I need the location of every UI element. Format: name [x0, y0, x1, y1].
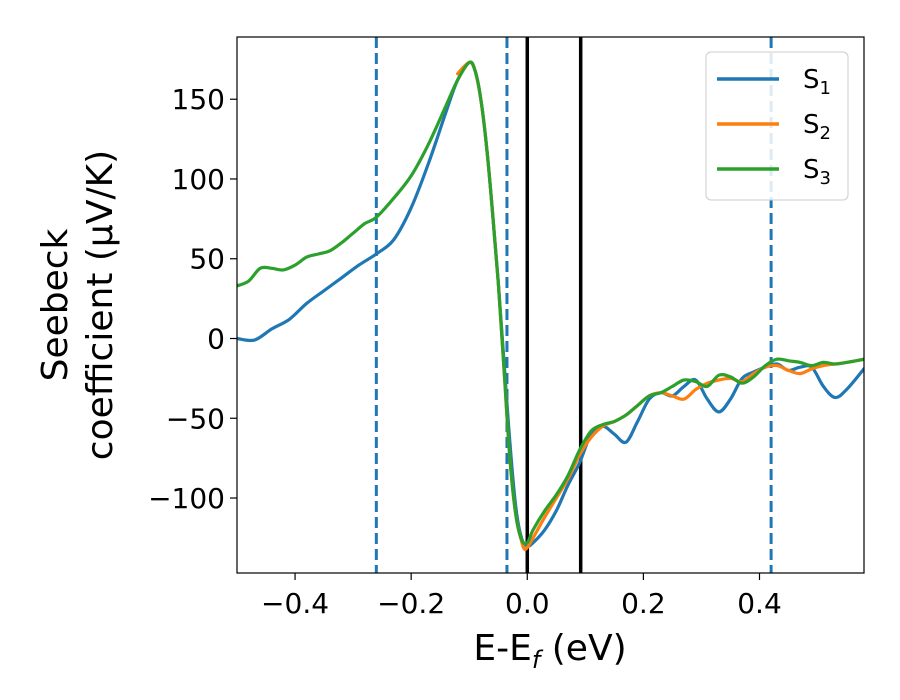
x-tick-label: 0.0 [505, 587, 550, 620]
series-line-s3 [237, 60, 864, 546]
x-tick-label: 0.2 [621, 587, 666, 620]
y-tick-label: 100 [172, 163, 225, 196]
legend-box [705, 51, 849, 201]
legend: S1 S2 S3 [705, 51, 849, 201]
y-tick-label: 150 [172, 83, 225, 116]
plot-frame [236, 36, 865, 574]
x-tick-label: −0.4 [261, 587, 329, 620]
x-tick-label: 0.4 [737, 587, 782, 620]
y-axis-title-line1: Seebeck [35, 228, 76, 381]
x-tick-label: −0.2 [377, 587, 445, 620]
legend-label-s3: S3 [803, 155, 831, 189]
y-tick-label: −100 [148, 482, 225, 515]
x-axis-title-unit: (eV) [540, 628, 626, 669]
y-tick-label: −50 [166, 402, 225, 435]
x-axis-title: E-Ef (eV) [473, 628, 626, 674]
legend-label-s1: S1 [803, 65, 831, 99]
x-axis: −0.4 −0.2 0.0 0.2 0.4 [261, 573, 782, 620]
x-axis-title-main: E-E [473, 628, 531, 669]
y-axis-title-line2: coefficient (μV/K) [80, 150, 121, 460]
y-axis: −100 −50 0 50 100 150 [148, 83, 237, 515]
y-tick-label: 0 [207, 323, 225, 356]
series-lines [237, 60, 864, 552]
y-axis-title: Seebeck coefficient (μV/K) [35, 150, 121, 460]
legend-label-s2: S2 [803, 110, 831, 144]
y-tick-label: 50 [189, 243, 225, 276]
